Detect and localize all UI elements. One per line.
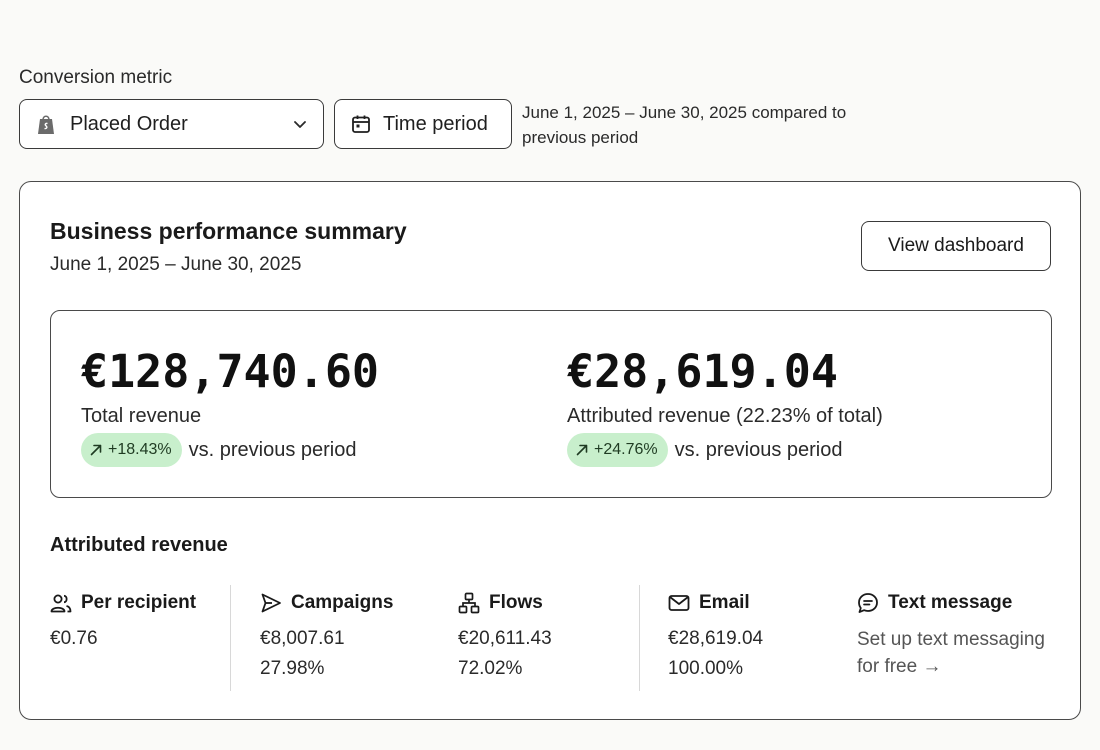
stat-value: €0.76 bbox=[50, 628, 98, 649]
stat-value: €8,007.61 bbox=[260, 628, 345, 649]
time-period-button[interactable]: Time period bbox=[334, 99, 512, 149]
total-revenue-amount: €128,740.60 bbox=[81, 345, 380, 398]
total-revenue-label: Total revenue bbox=[81, 405, 202, 427]
attributed-revenue-label: Attributed revenue (22.23% of total) bbox=[567, 405, 883, 427]
time-period-label: Time period bbox=[383, 112, 488, 135]
users-icon bbox=[50, 592, 72, 614]
stat-campaigns: Campaigns €8,007.61 27.98% bbox=[260, 592, 393, 680]
stat-name: Email bbox=[699, 592, 750, 613]
mail-icon bbox=[668, 592, 690, 614]
send-icon bbox=[260, 592, 282, 614]
conversion-metric-select[interactable]: Placed Order bbox=[19, 99, 324, 149]
chat-icon bbox=[857, 592, 879, 614]
stat-name: Campaigns bbox=[291, 592, 394, 613]
arrow-up-right-icon bbox=[89, 443, 103, 457]
divider bbox=[639, 585, 640, 691]
flow-icon bbox=[458, 592, 480, 614]
stat-text-message: Text message Set up text messaging for f… bbox=[857, 592, 1062, 680]
business-performance-card: Business performance summary June 1, 202… bbox=[19, 181, 1081, 720]
stat-percent: 27.98% bbox=[260, 658, 325, 679]
stat-percent: 100.00% bbox=[668, 658, 744, 679]
attributed-revenue-change: +24.76% vs. previous period bbox=[567, 433, 842, 467]
conversion-metric-value: Placed Order bbox=[70, 112, 188, 135]
attributed-revenue-title: Attributed revenue bbox=[50, 534, 228, 556]
change-badge: +18.43% bbox=[81, 433, 182, 467]
stat-name: Flows bbox=[489, 592, 543, 613]
card-date-range: June 1, 2025 – June 30, 2025 bbox=[50, 254, 302, 275]
vs-previous-label: vs. previous period bbox=[188, 438, 357, 461]
arrow-up-right-icon bbox=[575, 443, 589, 457]
stat-percent: 72.02% bbox=[458, 658, 523, 679]
stat-per-recipient: Per recipient €0.76 bbox=[50, 592, 196, 650]
shopify-bag-icon bbox=[36, 113, 56, 135]
change-badge: +24.76% bbox=[567, 433, 668, 467]
vs-previous-label: vs. previous period bbox=[674, 438, 843, 461]
attributed-revenue-amount: €28,619.04 bbox=[567, 345, 838, 398]
divider bbox=[230, 585, 231, 691]
change-value: +18.43% bbox=[108, 441, 172, 458]
stat-name: Text message bbox=[888, 592, 1013, 613]
conversion-metric-label: Conversion metric bbox=[19, 67, 173, 88]
total-revenue-change: +18.43% vs. previous period bbox=[81, 433, 356, 467]
stat-email: Email €28,619.04 100.00% bbox=[668, 592, 763, 680]
chevron-down-icon bbox=[293, 117, 307, 131]
stat-value: €28,619.04 bbox=[668, 628, 764, 649]
stat-name: Per recipient bbox=[81, 592, 197, 613]
card-title: Business performance summary bbox=[50, 218, 407, 244]
view-dashboard-button[interactable]: View dashboard bbox=[861, 221, 1051, 271]
stat-value: €20,611.43 bbox=[458, 628, 552, 649]
stat-flows: Flows €20,611.43 72.02% bbox=[458, 592, 552, 680]
revenue-summary-box: €128,740.60 Total revenue +18.43% vs. pr… bbox=[50, 310, 1052, 498]
period-description: June 1, 2025 – June 30, 2025 compared to… bbox=[522, 103, 847, 147]
setup-text-messaging-link[interactable]: Set up text messaging for free → bbox=[857, 629, 1045, 677]
change-value: +24.76% bbox=[594, 441, 658, 458]
calendar-icon bbox=[351, 114, 371, 134]
